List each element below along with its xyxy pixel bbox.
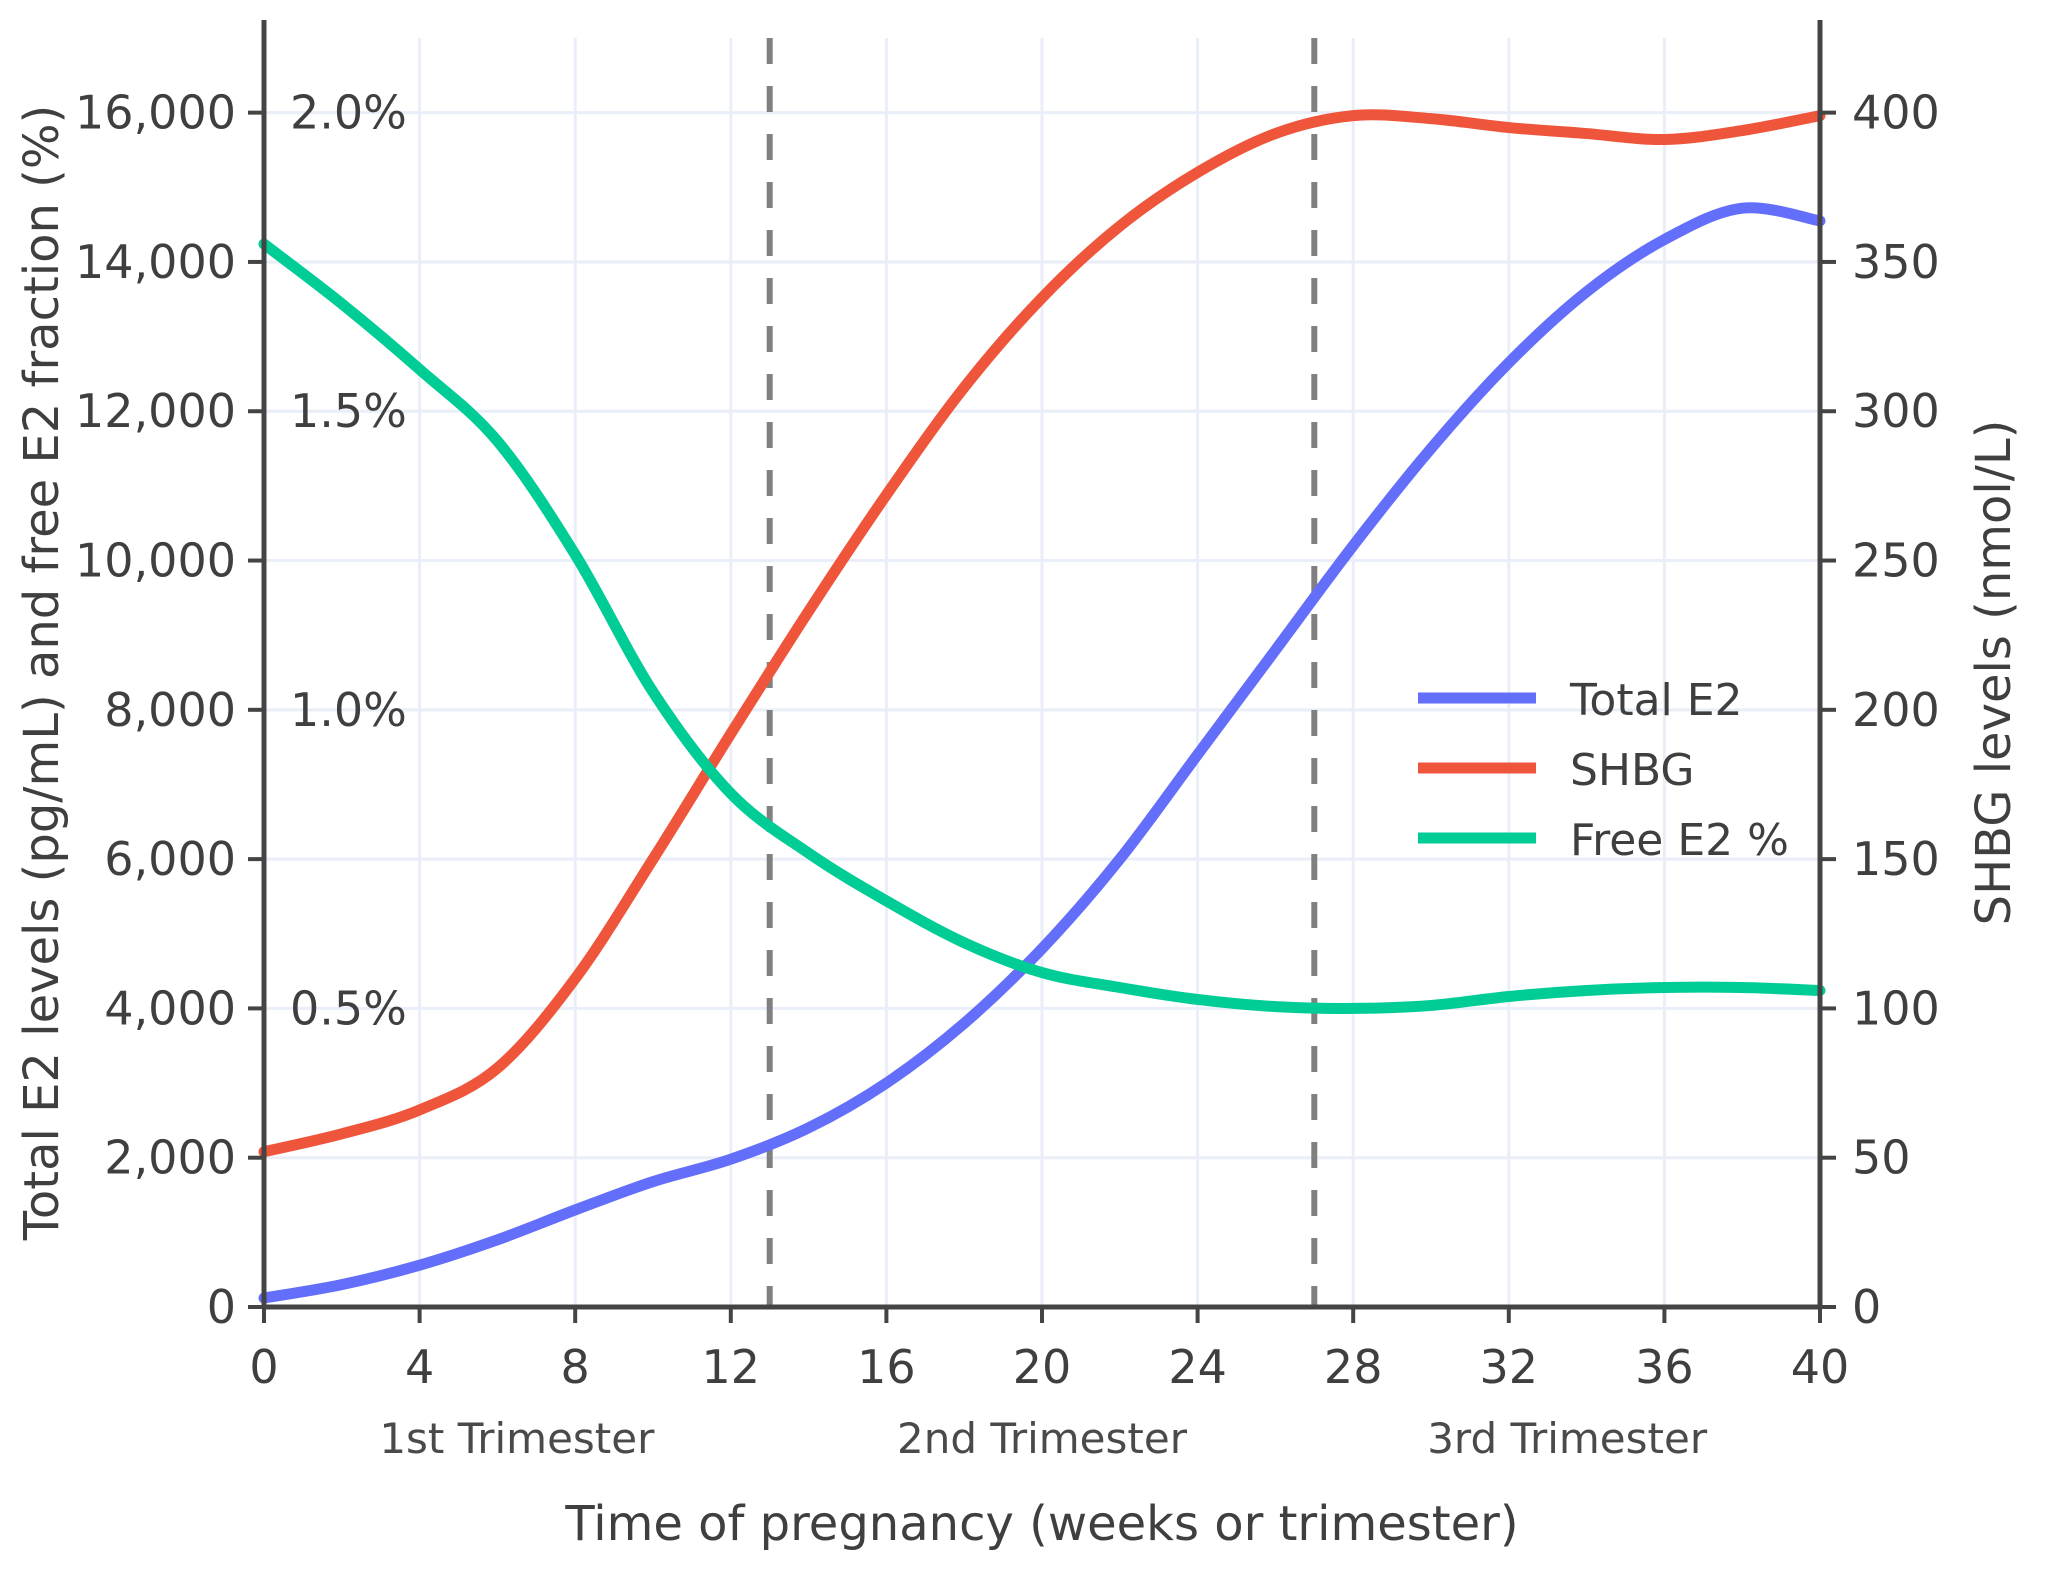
x-axis-ticks: 0 4 8 12 16 20 24 28 32 36 40 bbox=[249, 1307, 1849, 1394]
percent-axis-labels: 0.5% 1.0% 1.5% 2.0% bbox=[290, 86, 407, 1036]
right-tick-label: 350 bbox=[1852, 235, 1940, 289]
gridlines-group bbox=[264, 38, 1820, 1307]
trimester-label: 2nd Trimester bbox=[897, 1414, 1188, 1463]
series-line-shbg bbox=[258, 109, 1826, 1158]
y-axis-title-right: SHBG levels (nmol/L) bbox=[1966, 420, 2022, 926]
legend-label-total-e2[interactable]: Total E2 bbox=[1569, 675, 1743, 726]
left-tick-label: 2,000 bbox=[104, 1131, 236, 1185]
right-axis-ticks: 0 50 100 150 200 250 300 350 400 bbox=[1820, 86, 1940, 1334]
right-tick-label: 300 bbox=[1852, 384, 1940, 438]
percent-axis-label: 1.0% bbox=[290, 683, 407, 737]
x-tick-label: 24 bbox=[1168, 1340, 1227, 1394]
y-axis-title-left: Total E2 levels (pg/mL) and free E2 frac… bbox=[14, 105, 70, 1242]
trimester-labels-group: 1st Trimester 2nd Trimester 3rd Trimester bbox=[379, 1414, 1708, 1463]
axis-titles-group: Time of pregnancy (weeks or trimester) To… bbox=[14, 105, 2022, 1552]
left-tick-label: 16,000 bbox=[75, 86, 236, 140]
x-tick-label: 4 bbox=[405, 1340, 434, 1394]
right-tick-label: 400 bbox=[1852, 86, 1940, 140]
x-tick-label: 12 bbox=[702, 1340, 761, 1394]
x-tick-label: 20 bbox=[1013, 1340, 1072, 1394]
series-line-free-e2 bbox=[258, 238, 1826, 1014]
right-tick-label: 250 bbox=[1852, 534, 1940, 588]
left-axis-ticks: 0 2,000 4,000 6,000 8,000 10,000 12,000 14,000 1… bbox=[75, 86, 264, 1334]
left-tick-label: 6,000 bbox=[104, 832, 236, 886]
right-tick-label: 100 bbox=[1852, 981, 1940, 1035]
left-tick-label: 12,000 bbox=[75, 384, 236, 438]
x-tick-label: 28 bbox=[1324, 1340, 1383, 1394]
series-line-total-e2 bbox=[258, 202, 1826, 1304]
trimester-label: 1st Trimester bbox=[379, 1414, 655, 1463]
trimester-label: 3rd Trimester bbox=[1427, 1414, 1708, 1463]
percent-axis-label: 1.5% bbox=[290, 384, 407, 438]
chart-legend: Total E2 SHBG Free E2 % bbox=[1418, 675, 1789, 866]
x-tick-label: 32 bbox=[1480, 1340, 1539, 1394]
left-tick-label: 10,000 bbox=[75, 534, 236, 588]
right-tick-label: 0 bbox=[1852, 1280, 1881, 1334]
right-tick-label: 50 bbox=[1852, 1131, 1911, 1185]
series-paths-group bbox=[258, 109, 1826, 1304]
x-tick-label: 8 bbox=[561, 1340, 590, 1394]
x-tick-label: 0 bbox=[249, 1340, 278, 1394]
left-tick-label: 14,000 bbox=[75, 235, 236, 289]
percent-axis-label: 0.5% bbox=[290, 981, 407, 1035]
left-tick-label: 0 bbox=[207, 1280, 236, 1334]
x-tick-label: 16 bbox=[857, 1340, 916, 1394]
x-tick-label: 40 bbox=[1791, 1340, 1850, 1394]
left-tick-label: 8,000 bbox=[104, 683, 236, 737]
x-axis-title: Time of pregnancy (weeks or trimester) bbox=[564, 1496, 1518, 1552]
legend-label-free-e2[interactable]: Free E2 % bbox=[1570, 815, 1789, 866]
legend-label-shbg[interactable]: SHBG bbox=[1570, 745, 1695, 796]
right-tick-label: 200 bbox=[1852, 683, 1940, 737]
left-tick-label: 4,000 bbox=[104, 981, 236, 1035]
right-tick-label: 150 bbox=[1852, 832, 1940, 886]
percent-axis-label: 2.0% bbox=[290, 86, 407, 140]
x-tick-label: 36 bbox=[1635, 1340, 1694, 1394]
